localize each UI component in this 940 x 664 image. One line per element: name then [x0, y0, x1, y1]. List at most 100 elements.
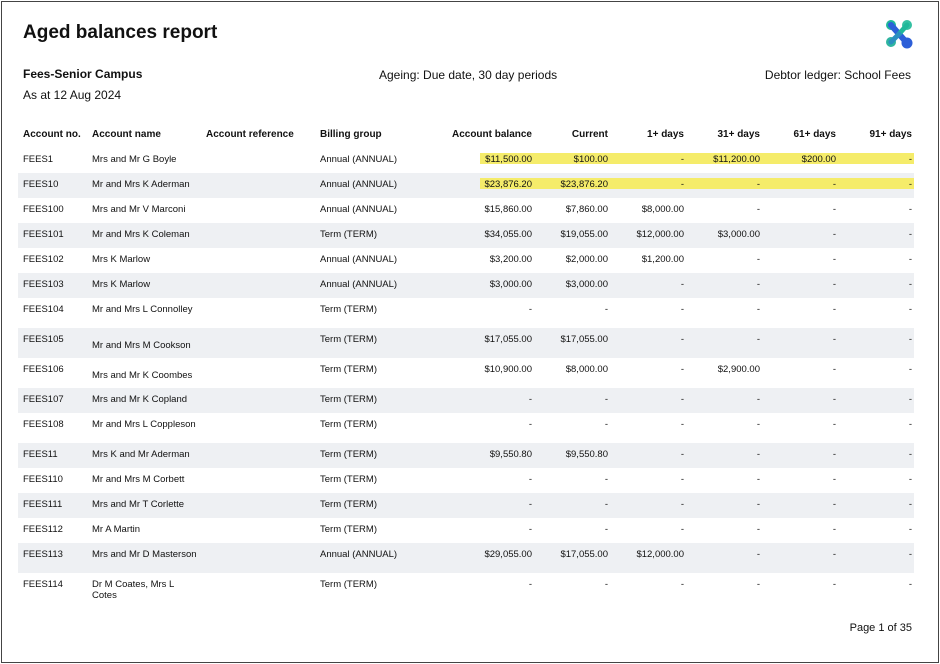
- cell-61-days: -: [832, 549, 836, 560]
- cell-account-balance: $23,876.20: [484, 179, 532, 190]
- page-number: Page 1 of 35: [849, 622, 912, 634]
- cell-1-days: $1,200.00: [641, 254, 684, 265]
- cell-1-days: -: [680, 449, 684, 460]
- cell-61-days: -: [832, 449, 836, 460]
- col-current: Current: [571, 129, 608, 140]
- cell-31-days: $2,900.00: [717, 364, 760, 375]
- cell-current: $23,876.20: [560, 179, 608, 190]
- col-61-days: 61+ days: [793, 129, 836, 140]
- table-row: FEES102 Mrs K Marlow Annual (ANNUAL) $3,200…: [18, 248, 914, 273]
- cell-61-days: -: [832, 579, 836, 590]
- cell-account-name: Dr M Coates, Mrs L Cotes: [92, 579, 174, 601]
- cell-account-balance: $3,000.00: [489, 279, 532, 290]
- cell-61-days: -: [832, 524, 836, 535]
- table-row: FEES113 Mrs and Mr D Masterson Annual (ANN…: [18, 543, 914, 573]
- cell-account-no: FEES113: [23, 549, 63, 560]
- cell-31-days: -: [756, 449, 760, 460]
- cell-1-days: -: [680, 334, 684, 345]
- cell-billing-group: Term (TERM): [320, 304, 377, 315]
- cell-current: $2,000.00: [565, 254, 608, 265]
- row-highlight: [480, 178, 914, 189]
- cell-31-days: -: [756, 334, 760, 345]
- cell-61-days: -: [832, 334, 836, 345]
- col-billing-group: Billing group: [320, 129, 382, 140]
- cell-current: -: [604, 579, 608, 590]
- cell-billing-group: Term (TERM): [320, 474, 377, 485]
- cell-current: -: [604, 394, 608, 405]
- cell-91-days: -: [908, 179, 912, 190]
- cell-account-name: Mr and Mrs L Coppleson: [92, 419, 196, 430]
- cell-billing-group: Annual (ANNUAL): [320, 179, 398, 190]
- cell-61-days: -: [832, 279, 836, 290]
- cell-91-days: -: [908, 549, 912, 560]
- cell-31-days: -: [756, 394, 760, 405]
- cell-31-days: -: [756, 179, 760, 190]
- table-row: FEES108 Mr and Mrs L Coppleson Term (TERM)…: [18, 413, 914, 443]
- table-row: FEES1 Mrs and Mr G Boyle Annual (ANNUAL) $1…: [18, 148, 914, 173]
- cell-billing-group: Term (TERM): [320, 229, 377, 240]
- cell-account-balance: -: [528, 394, 532, 405]
- cell-current: $7,860.00: [565, 204, 608, 215]
- table-row: FEES11 Mrs K and Mr Aderman Term (TERM) $9,…: [18, 443, 914, 468]
- cell-account-no: FEES108: [23, 419, 64, 430]
- cell-account-balance: -: [528, 499, 532, 510]
- cell-account-balance: $15,860.00: [484, 204, 532, 215]
- cell-1-days: -: [680, 304, 684, 315]
- cell-61-days: -: [832, 254, 836, 265]
- cell-account-no: FEES107: [23, 394, 64, 405]
- cell-account-balance: -: [528, 419, 532, 430]
- cell-account-name: Mrs and Mr K Copland: [92, 394, 188, 405]
- col-account-balance: Account balance: [451, 129, 532, 140]
- cell-61-days: -: [832, 204, 836, 215]
- cell-1-days: -: [680, 524, 684, 535]
- cell-billing-group: Term (TERM): [320, 579, 377, 590]
- cell-current: -: [604, 419, 608, 430]
- cell-31-days: -: [756, 474, 760, 485]
- table-row: FEES105 Mr and Mrs M Cookson Term (TERM) $1…: [18, 328, 914, 358]
- table-row: FEES112 Mr A Martin Term (TERM) - - - - - -: [18, 518, 914, 543]
- aged-balances-table: Account no. Account name Account referen…: [18, 122, 914, 605]
- cell-1-days: -: [680, 419, 684, 430]
- cell-61-days: -: [832, 474, 836, 485]
- cell-account-balance: -: [528, 304, 532, 315]
- cell-1-days: -: [680, 474, 684, 485]
- cell-1-days: -: [680, 579, 684, 590]
- cell-current: -: [604, 474, 608, 485]
- cell-91-days: -: [908, 579, 912, 590]
- cell-account-no: FEES11: [23, 449, 58, 460]
- cell-account-balance: $17,055.00: [484, 334, 532, 345]
- cell-account-no: FEES102: [23, 254, 64, 265]
- cell-1-days: $8,000.00: [641, 204, 684, 215]
- cell-billing-group: Annual (ANNUAL): [320, 154, 398, 165]
- table-row: FEES10 Mr and Mrs K Aderman Annual (ANNUAL…: [18, 173, 914, 198]
- cell-current: $17,055.00: [560, 334, 608, 345]
- table-row: FEES103 Mrs K Marlow Annual (ANNUAL) $3,000…: [18, 273, 914, 298]
- cell-91-days: -: [908, 229, 912, 240]
- table-row: FEES110 Mr and Mrs M Corbett Term (TERM) - -…: [18, 468, 914, 493]
- cell-account-name: Mr and Mrs M Cookson: [92, 340, 191, 351]
- debtor-ledger: Debtor ledger: School Fees: [764, 68, 911, 82]
- cell-91-days: -: [908, 419, 912, 430]
- cell-account-name: Mrs and Mr K Coombes: [92, 370, 193, 381]
- cell-current: -: [604, 304, 608, 315]
- cell-account-name: Mrs and Mr G Boyle: [92, 154, 177, 165]
- table-row: FEES101 Mr and Mrs K Coleman Term (TERM) $3…: [18, 223, 914, 248]
- cell-billing-group: Term (TERM): [320, 419, 377, 430]
- cell-account-balance: $34,055.00: [484, 229, 532, 240]
- cell-current: $9,550.80: [565, 449, 608, 460]
- as-at-date: As at 12 Aug 2024: [23, 88, 122, 102]
- col-account-reference: Account reference: [206, 129, 294, 140]
- cell-billing-group: Annual (ANNUAL): [320, 549, 398, 560]
- table-row: FEES111 Mrs and Mr T Corlette Term (TERM) -…: [18, 493, 914, 518]
- cell-current: $19,055.00: [560, 229, 608, 240]
- cell-account-balance: -: [528, 474, 532, 485]
- cell-billing-group: Annual (ANNUAL): [320, 204, 398, 215]
- brand-logo-icon: [886, 20, 913, 49]
- cell-billing-group: Term (TERM): [320, 364, 377, 375]
- cell-91-days: -: [908, 204, 912, 215]
- cell-account-balance: -: [528, 579, 532, 590]
- cell-account-balance: $3,200.00: [489, 254, 532, 265]
- cell-31-days: -: [756, 279, 760, 290]
- cell-91-days: -: [908, 304, 912, 315]
